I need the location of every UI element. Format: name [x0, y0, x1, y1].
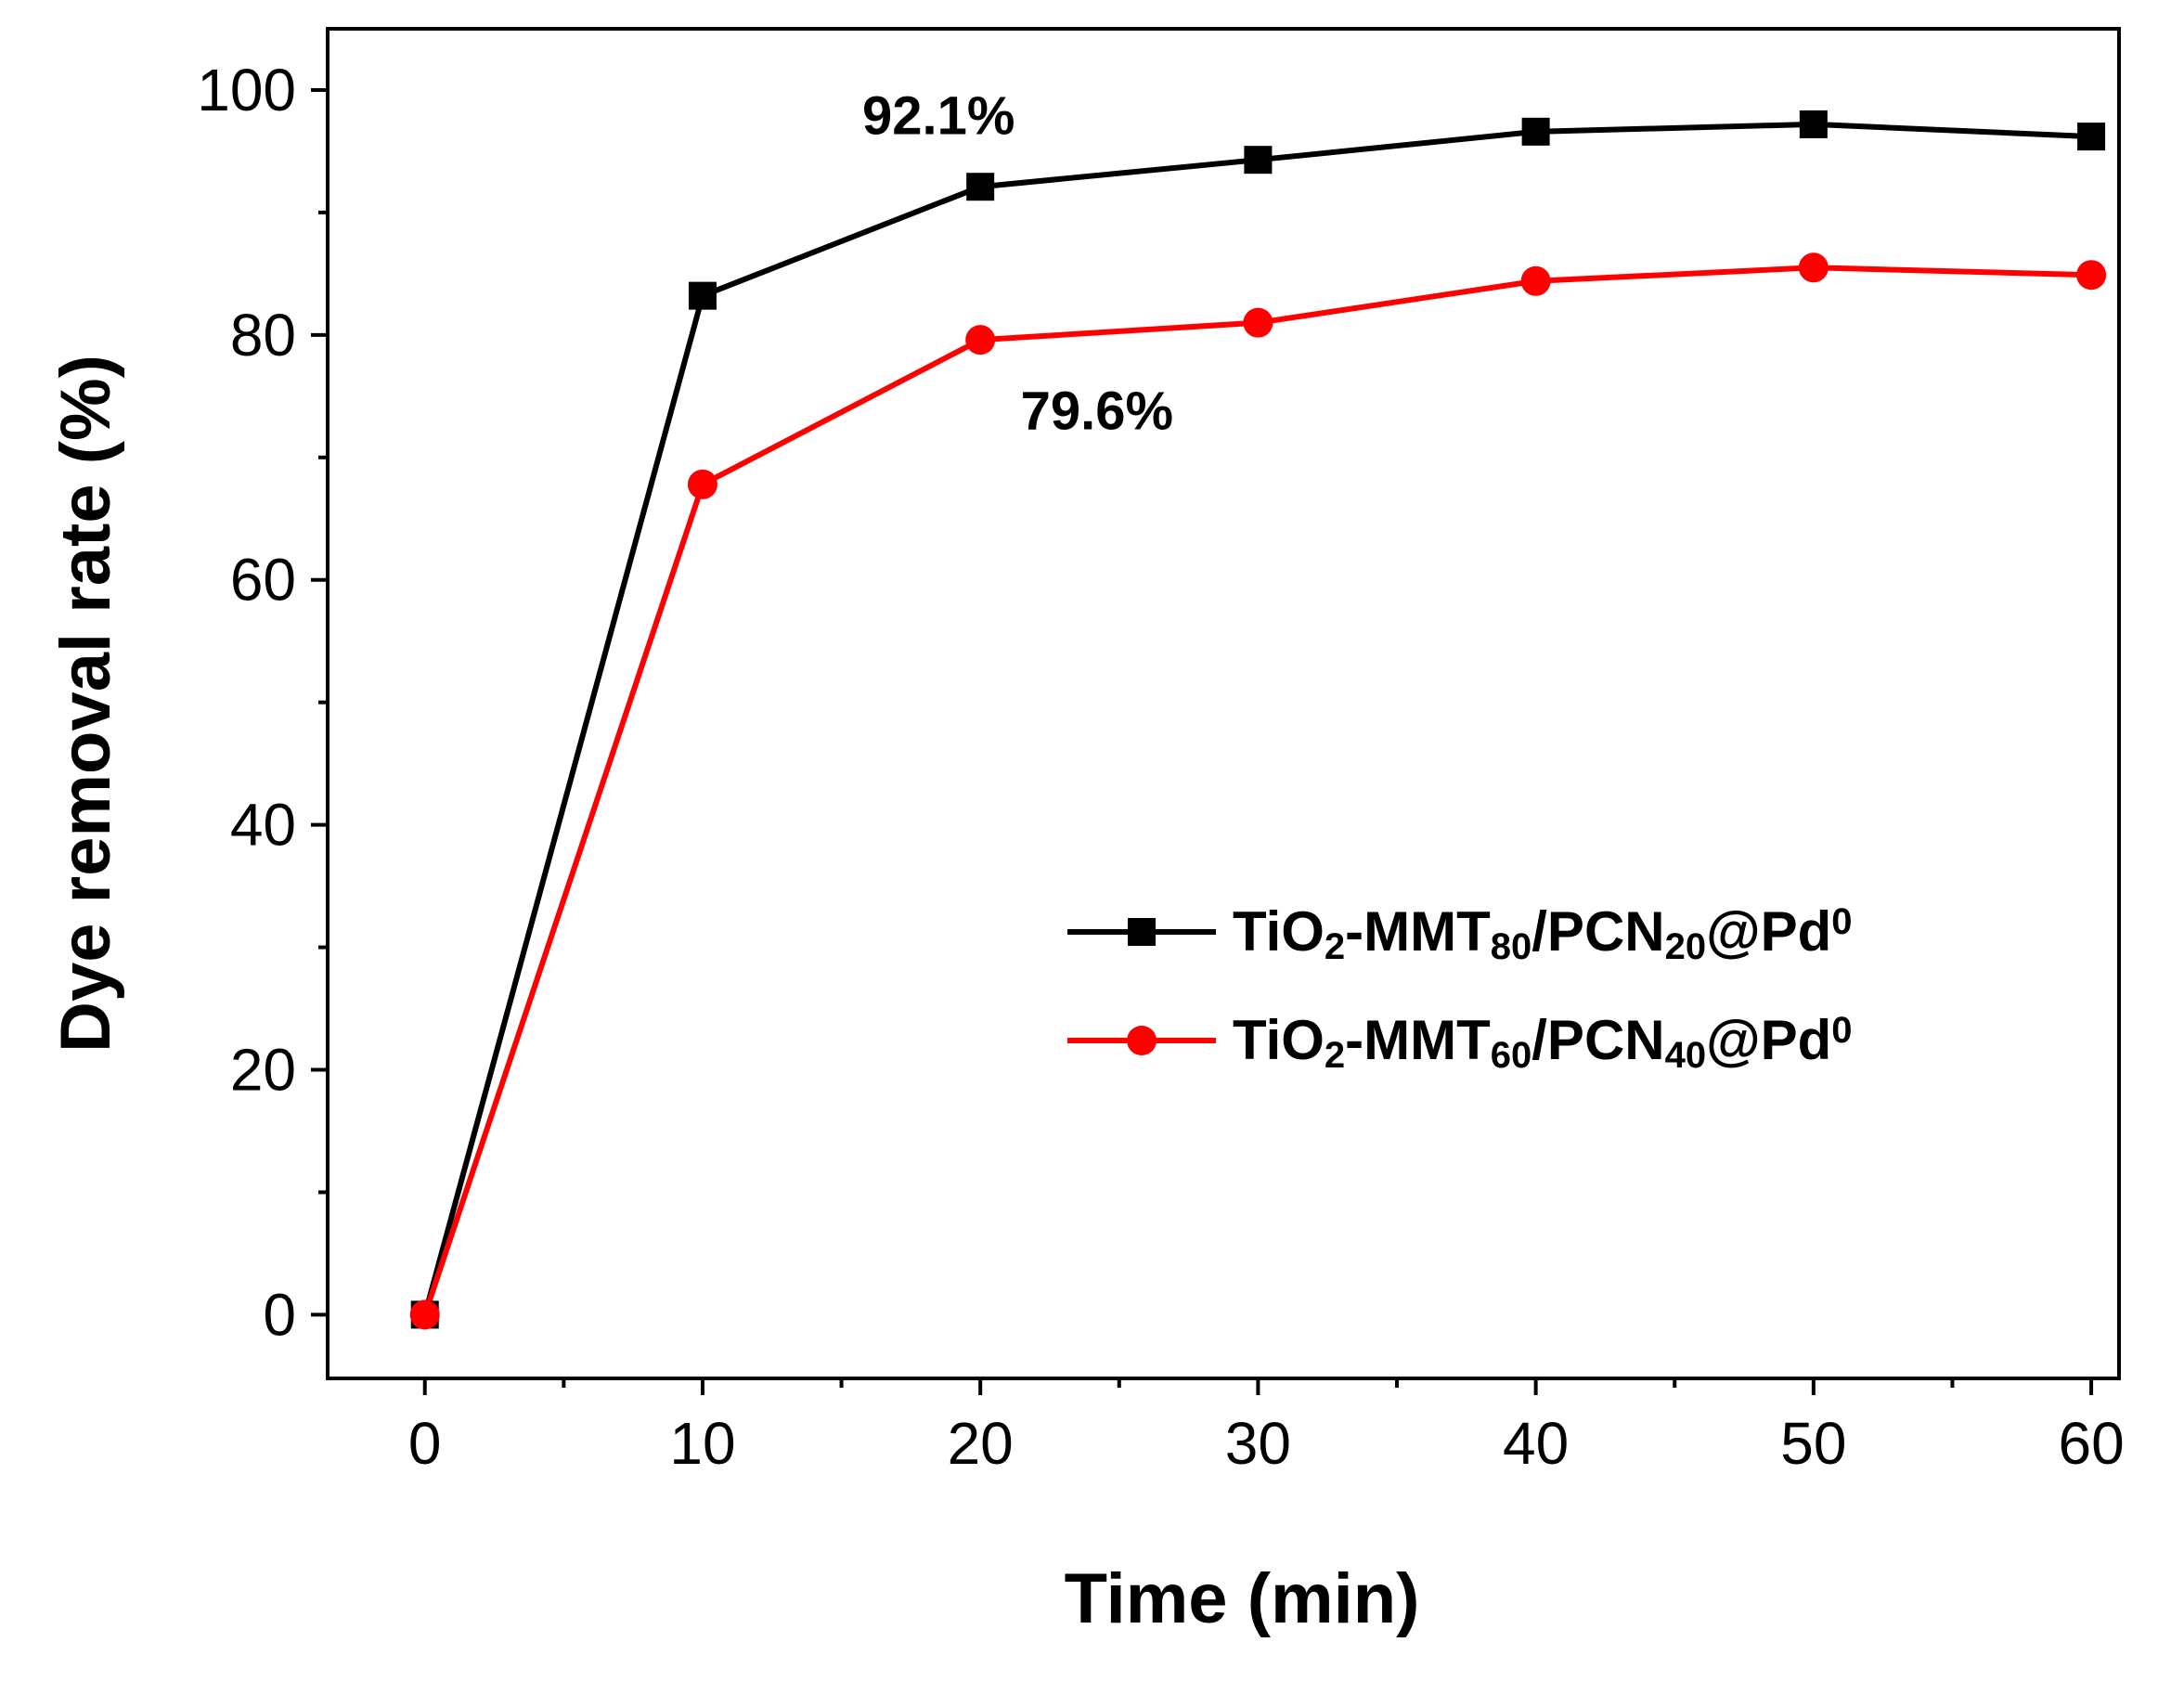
x-axis-title: Time (min) — [1065, 1559, 1420, 1638]
y-axis-title: Dye removal rate (%) — [46, 355, 125, 1053]
data-point-marker-circle — [687, 469, 717, 499]
legend-label-part: -MMT — [1345, 1009, 1491, 1071]
x-tick-label: 30 — [1225, 1410, 1291, 1477]
series-line-1 — [421, 121, 2092, 1316]
legend-label-part: -MMT — [1345, 900, 1491, 963]
legend-label-part: TiO — [1233, 900, 1325, 963]
data-label: 92.1% — [862, 85, 1014, 146]
x-tick-label: 20 — [948, 1410, 1014, 1477]
data-point-marker-circle — [2076, 260, 2107, 291]
y-tick-label: 40 — [230, 792, 296, 859]
legend-marker-square — [1128, 918, 1156, 946]
data-point-marker-square — [688, 281, 717, 310]
y-tick-label: 20 — [230, 1037, 296, 1104]
annotations: 92.1% 79.6% — [862, 85, 1173, 441]
legend-label-part: TiO — [1233, 1009, 1325, 1071]
y-tick-label: 0 — [263, 1281, 296, 1348]
legend-label: TiO2-MMT80/PCN20@Pd0 — [1233, 900, 1853, 967]
data-point-marker-circle — [1798, 252, 1829, 283]
y-tick-label: 80 — [230, 302, 296, 369]
data-point-marker-circle — [409, 1300, 440, 1330]
data-point-marker-circle — [1520, 265, 1551, 296]
legend-label-part: 80 — [1491, 926, 1532, 967]
x-tick-label: 50 — [1780, 1410, 1846, 1477]
legend-label-part: 2 — [1325, 926, 1345, 967]
x-tick-label: 60 — [2058, 1410, 2124, 1477]
legend-label: TiO2-MMT60/PCN40@Pd0 — [1233, 1009, 1853, 1076]
data-point-marker-square — [1799, 110, 1828, 138]
x-tick-label: 0 — [408, 1410, 442, 1477]
plot-frame — [326, 27, 2121, 1380]
y-tick-label: 60 — [230, 547, 296, 614]
data-label: 79.6% — [1021, 381, 1173, 441]
legend-label-part: 40 — [1665, 1035, 1707, 1076]
data-point-marker-square — [1244, 146, 1273, 175]
data-point-marker-square — [1521, 117, 1550, 146]
legend-label-part: 2 — [1325, 1035, 1345, 1076]
legend-label-part: 20 — [1665, 926, 1707, 967]
series-lines — [421, 121, 2092, 1316]
x-tick-label: 10 — [669, 1410, 735, 1477]
legend-label-part: 0 — [1831, 1010, 1852, 1051]
axis-ticks — [311, 87, 2094, 1395]
x-tick-label: 40 — [1503, 1410, 1569, 1477]
y-tick-label: 100 — [197, 57, 296, 123]
legend-label-part: @Pd — [1706, 1009, 1831, 1071]
legend-marker-circle — [1127, 1026, 1157, 1055]
legend-label-part: 60 — [1491, 1035, 1532, 1076]
data-point-marker-circle — [1243, 307, 1273, 338]
legend-label-part: /PCN — [1531, 900, 1664, 963]
legend-label-part: /PCN — [1531, 1009, 1664, 1071]
data-point-marker-square — [2077, 123, 2106, 151]
data-point-marker-circle — [965, 325, 996, 356]
series-markers — [409, 110, 2107, 1330]
legend-label-part: 0 — [1831, 901, 1852, 942]
series-line-2 — [421, 265, 2092, 1316]
legend-label-part: @Pd — [1706, 900, 1831, 963]
data-point-marker-square — [966, 173, 995, 201]
